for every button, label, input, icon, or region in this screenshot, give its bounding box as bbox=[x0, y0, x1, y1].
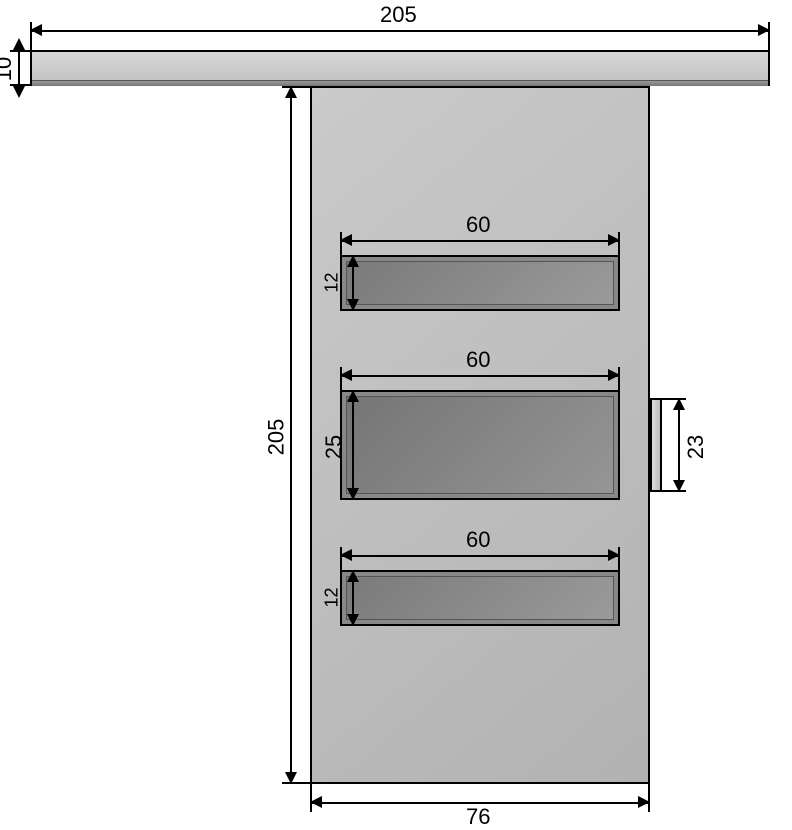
dim-panel-mid-w: 60 bbox=[466, 347, 490, 373]
top-rail bbox=[30, 50, 770, 86]
dim-door-height: 205 bbox=[263, 419, 289, 456]
dim-panel-bot-w: 60 bbox=[466, 527, 490, 553]
dim-panel-top-h: 12 bbox=[322, 272, 343, 292]
dim-panel-mid-h: 25 bbox=[321, 435, 347, 459]
dim-rail-height: 10 bbox=[0, 57, 17, 81]
dim-rail-width-line bbox=[30, 30, 770, 32]
drawing-canvas: 205 10 205 76 60 12 60 25 60 bbox=[0, 0, 792, 824]
dim-panel-top-w: 60 bbox=[466, 212, 490, 238]
panel-middle bbox=[340, 390, 620, 500]
dim-rail-width: 205 bbox=[380, 2, 417, 28]
dim-door-width: 76 bbox=[466, 804, 490, 830]
panel-bottom bbox=[340, 570, 620, 626]
dim-panel-bot-h: 12 bbox=[322, 587, 343, 607]
dim-handle-h: 23 bbox=[683, 435, 709, 459]
door-handle bbox=[650, 398, 662, 492]
panel-top bbox=[340, 255, 620, 311]
